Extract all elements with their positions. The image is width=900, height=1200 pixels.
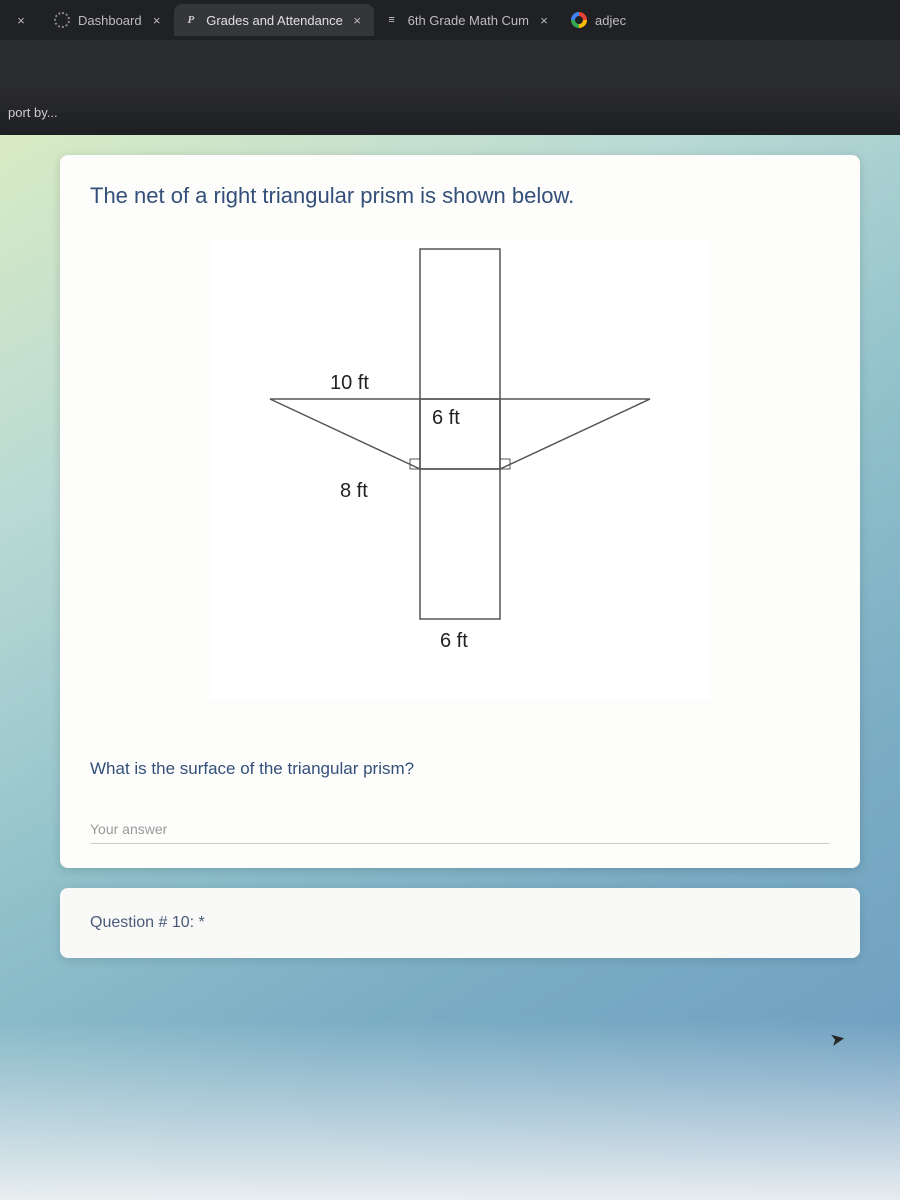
fade-overlay: [0, 1020, 900, 1200]
prism-net-diagram: 10 ft 6 ft 8 ft 6 ft: [210, 239, 710, 699]
mouse-cursor-icon: ➤: [828, 1028, 847, 1051]
google-icon: [571, 12, 587, 28]
url-bar[interactable]: [0, 40, 900, 90]
tab-label: Grades and Attendance: [206, 13, 343, 28]
label-bottom-width: 6 ft: [440, 630, 468, 652]
dashboard-icon: [54, 12, 70, 28]
net-rect-top: [420, 249, 500, 399]
browser-tab-grades[interactable]: P Grades and Attendance ×: [174, 4, 374, 36]
close-icon[interactable]: ×: [14, 13, 28, 27]
net-triangle-right: [500, 399, 650, 469]
question-card: The net of a right triangular prism is s…: [60, 155, 860, 868]
tab-label: Dashboard: [78, 13, 142, 28]
diagram-container: 10 ft 6 ft 8 ft 6 ft: [90, 239, 830, 699]
list-icon: ≡: [384, 12, 400, 28]
powerschool-icon: P: [184, 12, 199, 28]
label-base-left: 8 ft: [340, 480, 368, 502]
label-hypotenuse: 10 ft: [330, 372, 369, 394]
browser-tab-google[interactable]: adjec: [561, 4, 636, 36]
answer-input[interactable]: [90, 815, 830, 844]
close-icon[interactable]: ×: [351, 13, 364, 27]
net-rect-bottom: [420, 469, 500, 619]
browser-tab-math[interactable]: ≡ 6th Grade Math Cum ×: [374, 4, 561, 36]
label-height-inner: 6 ft: [432, 407, 460, 429]
net-triangle-left: [270, 399, 420, 469]
bookmark-item[interactable]: port by...: [8, 105, 58, 120]
tab-label: 6th Grade Math Cum: [408, 13, 529, 28]
page-background: The net of a right triangular prism is s…: [0, 135, 900, 1200]
question-title: The net of a right triangular prism is s…: [90, 183, 830, 209]
close-icon[interactable]: ×: [150, 13, 164, 27]
tab-label: adjec: [595, 13, 626, 28]
sub-question-text: What is the surface of the triangular pr…: [90, 759, 830, 779]
next-question-label: Question # 10: *: [90, 914, 205, 931]
browser-tab-dashboard[interactable]: Dashboard ×: [44, 4, 174, 36]
bookmarks-bar: port by...: [0, 90, 900, 135]
browser-tab[interactable]: ×: [4, 4, 44, 36]
close-icon[interactable]: ×: [537, 13, 551, 27]
next-question-card: Question # 10: *: [60, 888, 860, 958]
browser-tab-strip: × Dashboard × P Grades and Attendance × …: [0, 0, 900, 40]
